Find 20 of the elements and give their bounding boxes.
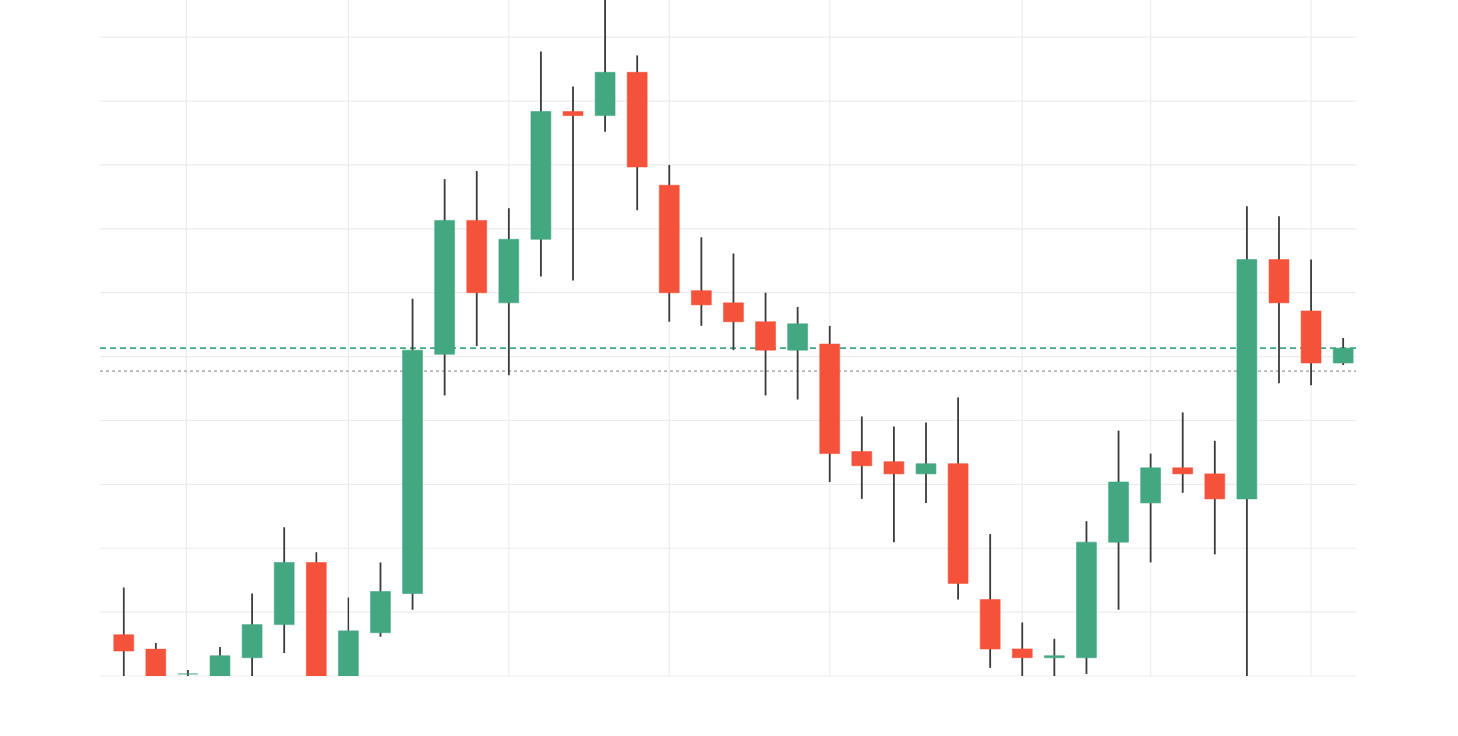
candlestick	[1268, 215, 1290, 385]
candlestick	[241, 592, 263, 676]
candlestick	[883, 425, 905, 544]
candlestick	[723, 252, 744, 352]
candlestick	[915, 421, 937, 504]
candlestick	[562, 85, 584, 282]
candlestick	[145, 641, 167, 676]
candlestick	[209, 646, 231, 676]
candlestick	[370, 561, 391, 638]
candlestick	[338, 596, 359, 676]
candlestick	[1204, 439, 1226, 556]
candlestick	[851, 415, 873, 500]
candlestick	[1044, 637, 1065, 676]
candlestick	[113, 586, 134, 676]
candlestick	[594, 0, 616, 133]
candlestick	[1012, 621, 1033, 676]
candlestick	[1140, 452, 1161, 564]
candlestick	[1172, 411, 1193, 494]
candlestick	[755, 291, 776, 397]
candlestick	[691, 236, 712, 327]
